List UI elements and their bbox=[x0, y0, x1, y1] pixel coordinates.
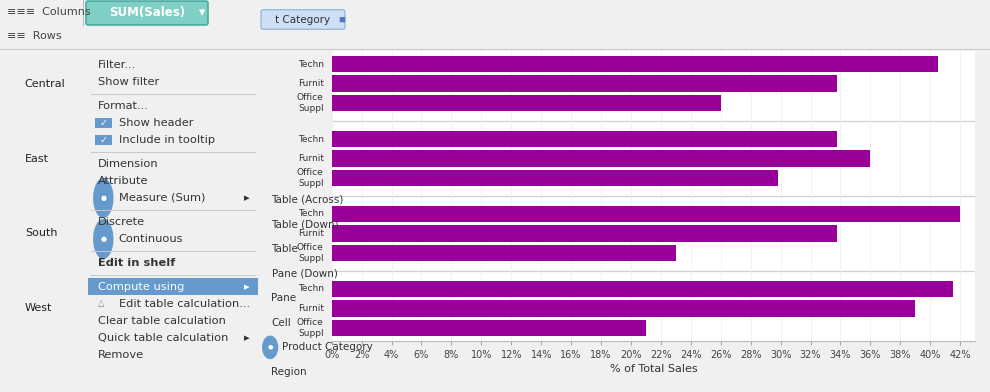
X-axis label: % of Total Sales: % of Total Sales bbox=[610, 364, 697, 374]
FancyBboxPatch shape bbox=[93, 219, 114, 259]
Bar bbox=[332, 75, 838, 92]
Bar bbox=[332, 95, 721, 111]
Bar bbox=[332, 56, 938, 73]
Text: Remove: Remove bbox=[98, 350, 145, 360]
Bar bbox=[332, 300, 916, 317]
Text: Furnit: Furnit bbox=[298, 304, 324, 313]
Text: ▶: ▶ bbox=[244, 195, 249, 201]
Text: ≡≡≡  Columns: ≡≡≡ Columns bbox=[7, 7, 91, 17]
Text: Include in tooltip: Include in tooltip bbox=[119, 135, 215, 145]
Text: Filter...: Filter... bbox=[98, 60, 137, 70]
Text: Techn: Techn bbox=[298, 285, 324, 293]
Text: Office
Suppl: Office Suppl bbox=[297, 318, 324, 338]
Text: Measure (Sum): Measure (Sum) bbox=[119, 193, 205, 203]
Text: Product Category: Product Category bbox=[282, 342, 373, 352]
Text: Pane: Pane bbox=[271, 293, 297, 303]
FancyBboxPatch shape bbox=[95, 135, 112, 145]
Text: Edit table calculation...: Edit table calculation... bbox=[119, 299, 249, 309]
FancyBboxPatch shape bbox=[95, 118, 112, 127]
Text: Compute using: Compute using bbox=[98, 282, 184, 292]
Text: Attribute: Attribute bbox=[98, 176, 148, 186]
Text: Edit in shelf: Edit in shelf bbox=[98, 258, 175, 268]
Text: West: West bbox=[25, 303, 52, 313]
Text: △: △ bbox=[98, 299, 105, 309]
Text: SUM(Sales): SUM(Sales) bbox=[109, 6, 185, 19]
Text: Clear table calculation: Clear table calculation bbox=[98, 316, 226, 326]
Text: Quick table calculation: Quick table calculation bbox=[98, 333, 229, 343]
Text: Techn: Techn bbox=[298, 60, 324, 69]
Bar bbox=[88, 278, 258, 295]
Text: Pane (Down): Pane (Down) bbox=[271, 269, 338, 278]
Bar bbox=[332, 131, 838, 147]
FancyBboxPatch shape bbox=[262, 336, 278, 359]
FancyBboxPatch shape bbox=[261, 10, 345, 29]
Bar bbox=[332, 245, 676, 261]
Text: Techn: Techn bbox=[298, 209, 324, 218]
Text: Region: Region bbox=[271, 367, 307, 377]
Bar bbox=[332, 170, 777, 186]
FancyBboxPatch shape bbox=[86, 1, 208, 25]
Text: South: South bbox=[25, 229, 57, 238]
Text: Show header: Show header bbox=[119, 118, 193, 128]
Text: ●: ● bbox=[100, 236, 106, 242]
Text: Dimension: Dimension bbox=[98, 159, 158, 169]
Text: Show filter: Show filter bbox=[98, 77, 159, 87]
Bar bbox=[332, 206, 960, 222]
Text: Office
Suppl: Office Suppl bbox=[297, 168, 324, 188]
FancyBboxPatch shape bbox=[93, 178, 114, 218]
Text: ●: ● bbox=[267, 345, 273, 350]
Text: Furnit: Furnit bbox=[298, 154, 324, 163]
Text: ◼: ◼ bbox=[338, 15, 345, 24]
Text: Cell: Cell bbox=[271, 318, 291, 328]
Text: Table (Across): Table (Across) bbox=[271, 195, 344, 205]
Text: Table: Table bbox=[271, 244, 298, 254]
Text: Continuous: Continuous bbox=[119, 234, 183, 244]
Text: Furnit: Furnit bbox=[298, 79, 324, 88]
Text: t Category: t Category bbox=[275, 15, 330, 25]
Bar bbox=[332, 225, 838, 242]
Text: East: East bbox=[25, 154, 49, 163]
Text: ≡≡  Rows: ≡≡ Rows bbox=[7, 31, 61, 41]
Text: Office
Suppl: Office Suppl bbox=[297, 243, 324, 263]
Text: Table (Down): Table (Down) bbox=[271, 219, 340, 229]
Bar bbox=[332, 150, 870, 167]
Text: ✓: ✓ bbox=[99, 135, 107, 145]
Text: Techn: Techn bbox=[298, 134, 324, 143]
Text: Furnit: Furnit bbox=[298, 229, 324, 238]
Text: Central: Central bbox=[25, 79, 65, 89]
Text: ▾: ▾ bbox=[199, 7, 205, 20]
Bar bbox=[332, 319, 645, 336]
Text: Format...: Format... bbox=[98, 101, 149, 111]
Text: ✓: ✓ bbox=[99, 118, 107, 128]
Text: ▶: ▶ bbox=[244, 335, 249, 341]
Text: Discrete: Discrete bbox=[98, 217, 146, 227]
Text: Office
Suppl: Office Suppl bbox=[297, 93, 324, 113]
Bar bbox=[332, 281, 952, 297]
Text: ●: ● bbox=[100, 195, 106, 201]
Text: ▶: ▶ bbox=[244, 284, 249, 290]
